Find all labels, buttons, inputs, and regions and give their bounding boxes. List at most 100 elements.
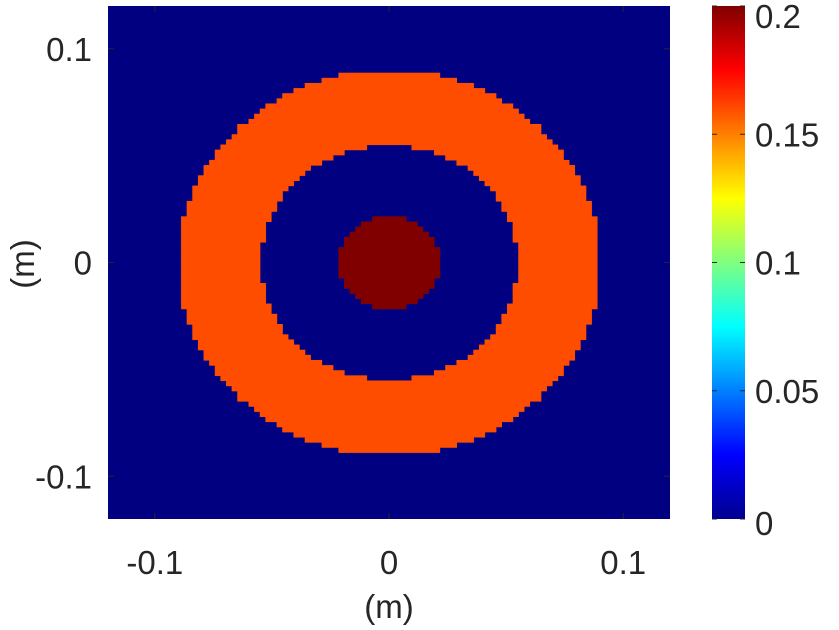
heatmap-cells <box>108 6 670 519</box>
heatmap-cell <box>181 247 261 253</box>
heatmap-cell <box>338 72 441 79</box>
heatmap-cell <box>214 149 345 156</box>
heatmap-cell <box>518 262 598 269</box>
heatmap-cell <box>349 231 429 238</box>
heatmap-cell <box>518 252 598 258</box>
heatmap-cell <box>484 180 581 187</box>
heatmap-cell <box>248 118 531 125</box>
heatmap-cell <box>181 303 272 310</box>
heatmap-cell <box>484 339 581 346</box>
heatmap-cell <box>226 139 553 146</box>
x-tick-label: -0.1 <box>126 544 183 581</box>
heatmap-cell <box>259 411 519 417</box>
heatmap-cell <box>181 277 261 284</box>
heatmap-cell <box>518 277 598 284</box>
heatmap-cell <box>254 113 525 120</box>
heatmap-cell <box>518 272 598 279</box>
heatmap-cell <box>349 288 429 294</box>
heatmap-cell <box>478 175 581 182</box>
heatmap-cell <box>181 252 261 258</box>
heatmap-cell <box>456 159 570 166</box>
heatmap-cell <box>248 401 531 407</box>
heatmap-cell <box>254 406 525 412</box>
heatmap-cell <box>473 349 576 356</box>
heatmap-cell <box>192 195 283 202</box>
heatmap-cell <box>355 226 424 233</box>
heatmap-cell <box>186 200 278 207</box>
heatmap-cell <box>181 226 266 233</box>
colorbar: 0 0.05 0.1 0.15 0.2 <box>712 0 819 542</box>
heatmap-cell <box>181 283 266 289</box>
heatmap-cell <box>181 262 261 269</box>
heatmap-cell <box>231 385 547 392</box>
heatmap-cell <box>433 370 564 376</box>
colorbar-tick-label: 0.1 <box>755 245 801 282</box>
colorbar-ticks: 0 0.05 0.1 0.15 0.2 <box>712 0 819 542</box>
heatmap-cell <box>512 288 598 294</box>
heatmap-cell <box>338 252 441 258</box>
heatmap-cell <box>203 165 311 171</box>
heatmap-cell <box>338 262 441 269</box>
heatmap-cell <box>355 293 424 300</box>
heatmap-cell <box>181 241 261 248</box>
heatmap-cell <box>203 349 306 356</box>
y-axis-label: (m) <box>4 239 41 288</box>
heatmap-cell <box>501 313 592 320</box>
heatmap-cell <box>456 359 570 366</box>
heatmap-cell <box>512 231 598 238</box>
colorbar-tick-label: 0.15 <box>755 116 819 153</box>
heatmap-cell <box>338 272 441 279</box>
heatmap-cell <box>338 257 441 264</box>
heatmap-cell <box>512 283 598 289</box>
heatmap-cell <box>214 370 345 376</box>
heatmap-cell <box>512 298 598 305</box>
heatmap-cell <box>445 154 564 161</box>
heatmap-cell <box>338 447 441 453</box>
heatmap-cell <box>338 247 441 253</box>
heatmap-cell <box>209 359 323 366</box>
heatmap-cell <box>445 365 564 371</box>
heatmap-cell <box>197 339 295 346</box>
heatmap-cell <box>304 436 474 443</box>
heatmap-cell <box>186 308 272 315</box>
heatmap-cell <box>344 241 435 248</box>
heatmap-cell <box>282 93 497 99</box>
heatmap-cell <box>181 272 261 279</box>
heatmap-cell <box>181 216 272 223</box>
heatmap-cell <box>304 82 474 89</box>
heatmap-cell <box>507 211 592 217</box>
heatmap-cell <box>512 221 598 228</box>
heatmap-cell <box>344 283 435 289</box>
heatmap-cell <box>181 257 261 264</box>
x-tick-label: 0 <box>380 544 398 581</box>
heatmap-cell <box>265 416 514 423</box>
colorbar-tick-label: 0 <box>755 505 773 542</box>
heatmap-cell <box>181 293 266 300</box>
colorbar-tick-label: 0.2 <box>755 0 801 35</box>
heatmap-cell <box>197 180 295 187</box>
heatmap-cell <box>501 200 592 207</box>
heatmap-cell <box>237 395 542 402</box>
heatmap-cell <box>495 195 587 202</box>
heatmap-cell <box>259 108 519 115</box>
heatmap-cell <box>501 318 592 325</box>
heatmap-cell <box>495 324 587 330</box>
heatmap-cell <box>192 190 283 197</box>
y-tick-label: 0 <box>74 245 92 282</box>
heatmap-cell <box>411 375 559 382</box>
heatmap-cell <box>214 154 334 161</box>
heatmap-cell <box>237 123 542 130</box>
heatmap-cell <box>181 288 266 294</box>
y-tick-label: -0.1 <box>35 458 92 495</box>
heatmap-cell <box>518 267 598 274</box>
heatmap-cell <box>282 426 497 433</box>
heatmap-cell <box>203 170 306 176</box>
heatmap-cell <box>214 365 334 371</box>
heatmap-cell <box>192 334 289 341</box>
heatmap-cell <box>203 354 311 361</box>
heatmap-cell <box>344 277 435 284</box>
heatmap-cell <box>293 88 486 94</box>
heatmap-cell <box>181 221 266 228</box>
heatmap-cell <box>181 298 266 305</box>
